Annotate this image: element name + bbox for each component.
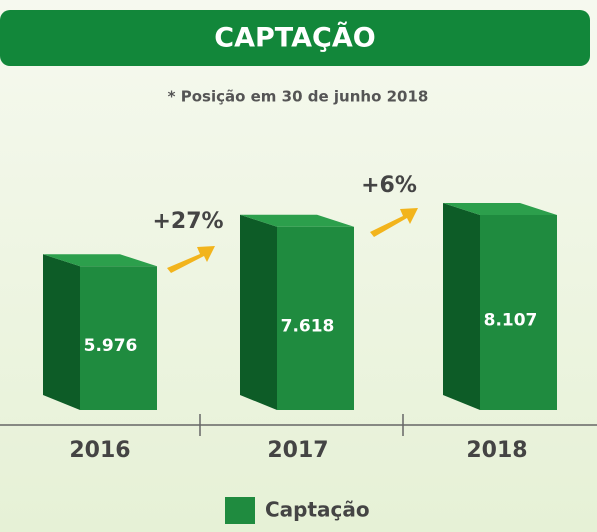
- bar-top: [443, 203, 557, 215]
- growth-arrow: [167, 246, 215, 273]
- x-tick-label: 2018: [466, 438, 527, 463]
- annotation: +27%: [152, 209, 223, 234]
- bar-side: [240, 214, 277, 410]
- legend-swatch: [225, 497, 255, 524]
- bar-top: [240, 214, 354, 227]
- chart-title: CAPTAÇÃO: [214, 22, 375, 54]
- x-tick-label: 2017: [267, 438, 328, 463]
- value-label: 5.976: [84, 336, 138, 356]
- value-label: 8.107: [484, 311, 538, 331]
- bar-top: [43, 254, 157, 267]
- bar: [480, 215, 557, 410]
- bar: [80, 266, 157, 410]
- annotation: +6%: [361, 173, 417, 198]
- value-label: 7.618: [281, 316, 335, 336]
- title-banner: [0, 10, 590, 66]
- chart-subtitle: * Posição em 30 de junho 2018: [168, 88, 429, 106]
- bar-side: [443, 203, 480, 410]
- bar-side: [43, 254, 80, 410]
- x-tick-label: 2016: [69, 438, 130, 463]
- growth-arrow: [370, 208, 418, 237]
- legend-label: Captação: [265, 498, 370, 522]
- bar: [277, 226, 354, 410]
